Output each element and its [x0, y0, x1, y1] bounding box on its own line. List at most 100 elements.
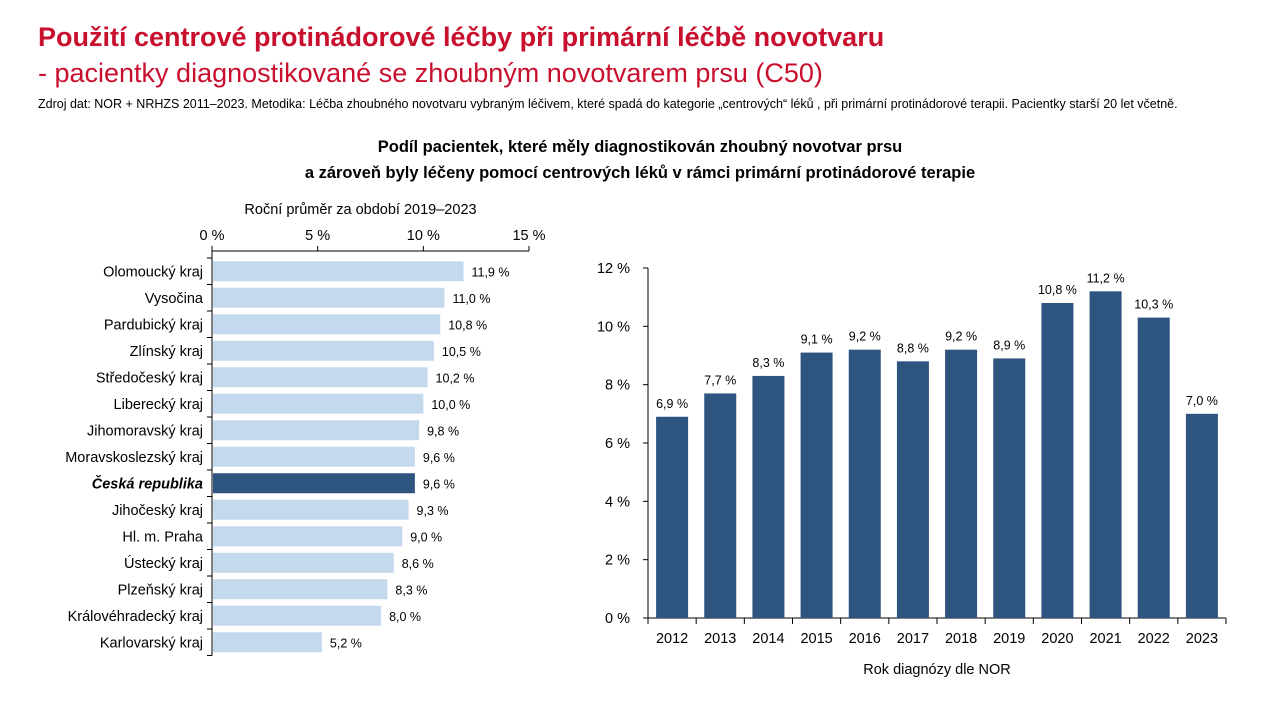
- bar: [213, 420, 420, 441]
- x-tick-label: 10 %: [407, 228, 440, 244]
- source-note: Zdroj dat: NOR + NRHZS 2011–2023. Metodi…: [38, 97, 1178, 111]
- category-label: Středočeský kraj: [96, 370, 203, 386]
- value-label: 10,3 %: [1134, 298, 1173, 312]
- y-tick-label: 10 %: [597, 319, 630, 335]
- bar: [213, 340, 434, 361]
- value-label: 8,6 %: [402, 557, 434, 571]
- value-label: 9,3 %: [417, 504, 449, 518]
- bar: [656, 416, 689, 618]
- category-label: Jihomoravský kraj: [87, 423, 203, 439]
- bar: [213, 287, 445, 308]
- bar: [213, 632, 322, 653]
- x-tick-label: 2021: [1089, 631, 1121, 647]
- value-label: 7,7 %: [704, 373, 736, 387]
- x-tick-label: 2015: [800, 631, 832, 647]
- value-label: 10,8 %: [1038, 283, 1077, 297]
- bar: [752, 375, 785, 618]
- x-tick-label: 2012: [656, 631, 688, 647]
- bar: [1041, 303, 1074, 618]
- category-label: Pardubický kraj: [104, 317, 203, 333]
- x-axis-title: Rok diagnózy dle NOR: [863, 662, 1011, 678]
- bar: [213, 499, 409, 520]
- category-label: Karlovarský kraj: [100, 635, 203, 651]
- left-chart-title: Roční průměr za období 2019–2023: [244, 202, 476, 218]
- y-tick-label: 0 %: [605, 611, 630, 627]
- category-label: Ústecký kraj: [124, 555, 203, 572]
- bar: [213, 393, 424, 414]
- chart-title-line2: a zároveň byly léčeny pomocí centrových …: [304, 164, 976, 182]
- x-tick-label: 5 %: [305, 228, 330, 244]
- category-label: Zlínský kraj: [130, 344, 203, 360]
- value-label: 10,5 %: [442, 345, 481, 359]
- value-label: 8,3 %: [752, 356, 784, 370]
- chart-title-line1: Podíl pacientek, které měly diagnostikov…: [377, 138, 903, 156]
- bar: [896, 361, 929, 618]
- x-tick-label: 2022: [1138, 631, 1170, 647]
- bar: [800, 352, 833, 618]
- bar: [1185, 413, 1218, 618]
- page-title: Použití centrové protinádorové léčby při…: [38, 22, 885, 52]
- value-label: 10,0 %: [431, 398, 470, 412]
- y-tick-label: 6 %: [605, 436, 630, 452]
- x-tick-label: 2013: [704, 631, 736, 647]
- value-label: 9,2 %: [849, 330, 881, 344]
- bar: [213, 446, 415, 467]
- x-tick-label: 2019: [993, 631, 1025, 647]
- bar: [848, 349, 881, 618]
- chart-title: Podíl pacientek, které měly diagnostikov…: [0, 134, 1280, 186]
- category-label: Moravskoslezský kraj: [65, 450, 203, 466]
- x-tick-label: 0 %: [200, 228, 225, 244]
- value-label: 7,0 %: [1186, 394, 1218, 408]
- x-tick-label: 2020: [1041, 631, 1073, 647]
- bar: [213, 579, 388, 600]
- value-label: 9,1 %: [801, 333, 833, 347]
- value-label: 5,2 %: [330, 636, 362, 650]
- value-label: 11,0 %: [452, 292, 490, 306]
- value-label: 8,8 %: [897, 341, 929, 355]
- x-tick-label: 15 %: [512, 228, 545, 244]
- y-tick-label: 2 %: [605, 553, 630, 569]
- x-tick-label: 2023: [1186, 631, 1218, 647]
- value-label: 9,2 %: [945, 330, 977, 344]
- bar: [1137, 317, 1170, 618]
- value-label: 9,6 %: [423, 451, 455, 465]
- category-label: Vysočina: [145, 291, 204, 307]
- y-tick-label: 4 %: [605, 494, 630, 510]
- value-label: 11,2 %: [1087, 271, 1125, 285]
- value-label: 8,9 %: [993, 338, 1025, 352]
- value-label: 11,9 %: [471, 265, 509, 279]
- category-label: Plzeňský kraj: [118, 582, 203, 598]
- value-label: 9,6 %: [423, 477, 455, 491]
- regional-bar-chart: Roční průměr za období 2019–2023 0 % 5 % 10…: [65, 202, 546, 656]
- yearly-bar-chart: 0 % 2 % 4 % 6 % 8 % 10 % 12 % 6,9 % 2012 7,7 % 201…: [597, 261, 1227, 678]
- value-label: 8,0 %: [389, 610, 421, 624]
- bar: [213, 261, 464, 282]
- x-tick-label: 2017: [897, 631, 929, 647]
- bar: [1089, 291, 1122, 618]
- category-label: Olomoucký kraj: [103, 264, 203, 280]
- category-label: Liberecký kraj: [114, 397, 203, 413]
- bar: [993, 358, 1026, 618]
- value-label: 8,3 %: [395, 583, 427, 597]
- value-label: 9,0 %: [410, 530, 442, 544]
- bar: [704, 393, 737, 618]
- bar: [945, 349, 978, 618]
- bar: [213, 526, 403, 547]
- bar: [213, 552, 394, 573]
- page-subtitle: - pacientky diagnostikované se zhoubným …: [38, 58, 823, 88]
- category-label: Hl. m. Praha: [122, 529, 204, 545]
- category-label: Česká republika: [92, 474, 203, 492]
- x-tick-label: 2016: [849, 631, 881, 647]
- bar: [213, 367, 428, 388]
- bar: [213, 314, 441, 335]
- category-label: Královéhradecký kraj: [68, 609, 203, 625]
- value-label: 10,8 %: [448, 318, 487, 332]
- y-tick-label: 12 %: [597, 261, 630, 277]
- value-label: 10,2 %: [436, 371, 475, 385]
- category-label: Jihočeský kraj: [112, 503, 203, 519]
- y-tick-label: 8 %: [605, 378, 630, 394]
- x-tick-label: 2014: [752, 631, 784, 647]
- bar: [213, 605, 382, 626]
- bar-highlight: [213, 473, 415, 494]
- value-label: 9,8 %: [427, 424, 459, 438]
